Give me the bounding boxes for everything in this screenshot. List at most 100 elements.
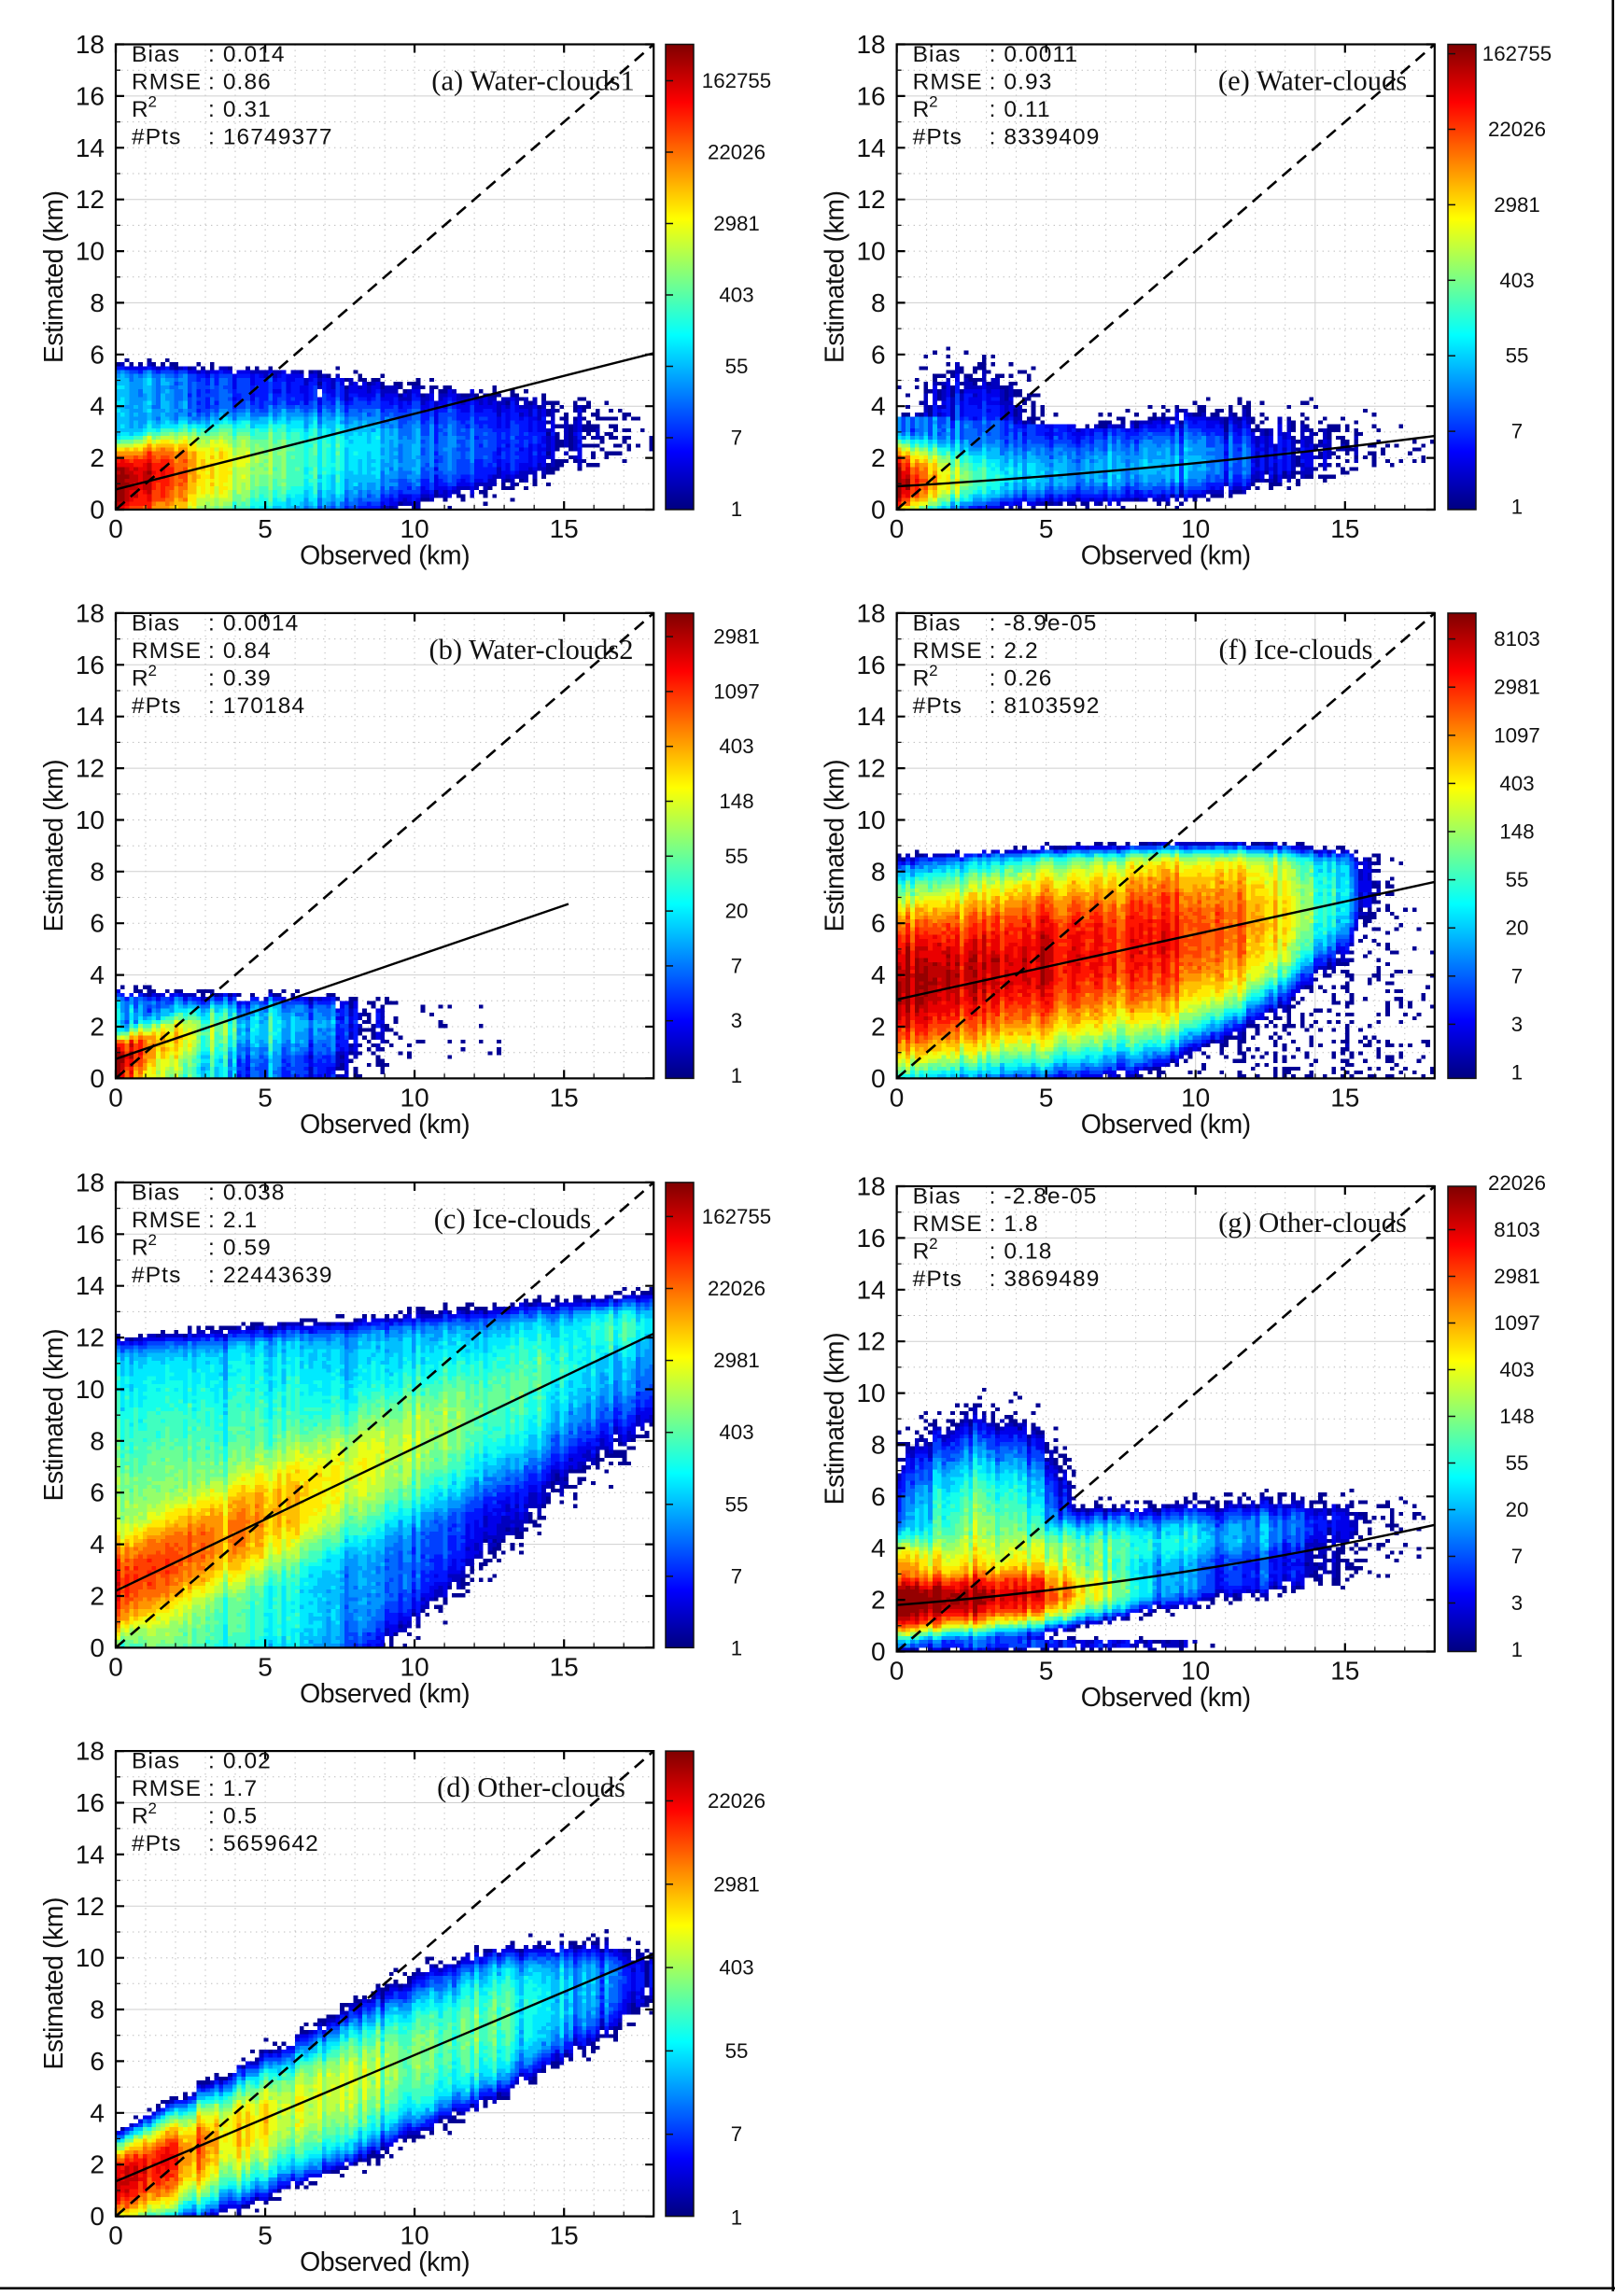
svg-text:RMSE: RMSE [132, 1208, 202, 1233]
svg-text:10: 10 [76, 237, 105, 266]
svg-text:8: 8 [871, 288, 886, 317]
svg-text:7: 7 [731, 2122, 742, 2146]
svg-text:: 0.84: : 0.84 [208, 638, 272, 664]
svg-text:5: 5 [258, 1083, 273, 1112]
svg-text:R: R [913, 97, 931, 122]
svg-text:: 0.86: : 0.86 [208, 70, 272, 95]
svg-text:6: 6 [90, 340, 105, 369]
svg-text:6: 6 [871, 909, 886, 938]
svg-text:1: 1 [731, 1637, 742, 1660]
svg-text:RMSE: RMSE [132, 638, 202, 664]
svg-text:Estimated (km): Estimated (km) [821, 190, 850, 363]
svg-text:5: 5 [1039, 1083, 1054, 1112]
svg-text:: 0.39: : 0.39 [208, 665, 272, 691]
svg-text:2: 2 [148, 1231, 157, 1249]
svg-text:1: 1 [1511, 1061, 1523, 1085]
svg-text:7: 7 [731, 427, 742, 450]
svg-text:55: 55 [1506, 1451, 1529, 1475]
svg-text:Observed (km): Observed (km) [300, 1110, 470, 1140]
svg-text:0: 0 [871, 1064, 886, 1093]
svg-text:162755: 162755 [702, 69, 771, 92]
svg-text:4: 4 [871, 960, 886, 989]
svg-text:R: R [913, 665, 931, 691]
svg-text:22026: 22026 [1488, 1171, 1546, 1195]
svg-text:#Pts: #Pts [132, 1831, 181, 1856]
svg-text:4: 4 [90, 1530, 105, 1559]
svg-text:15: 15 [1330, 514, 1359, 543]
svg-text:2981: 2981 [713, 1349, 760, 1372]
svg-text:403: 403 [719, 735, 753, 758]
svg-text:12: 12 [856, 754, 885, 783]
svg-text:4: 4 [90, 2098, 105, 2127]
svg-text:4: 4 [871, 392, 886, 421]
svg-text:12: 12 [856, 185, 885, 214]
svg-text:0: 0 [871, 496, 886, 525]
svg-text:0: 0 [890, 1657, 905, 1686]
svg-text:403: 403 [1499, 269, 1534, 292]
svg-text:22026: 22026 [708, 141, 765, 164]
svg-text:: 0.5: : 0.5 [208, 1804, 258, 1829]
svg-text:#Pts: #Pts [913, 125, 962, 150]
svg-text:20: 20 [725, 900, 749, 923]
svg-text:: 3869489: : 3869489 [990, 1267, 1101, 1292]
svg-text:1: 1 [731, 2206, 742, 2230]
svg-text:1: 1 [731, 1064, 742, 1087]
svg-text:148: 148 [719, 790, 753, 813]
svg-text:10: 10 [400, 514, 429, 543]
svg-text:1097: 1097 [1494, 1311, 1540, 1335]
svg-text:0: 0 [90, 2202, 105, 2231]
svg-text:Estimated (km): Estimated (km) [821, 760, 850, 932]
svg-text:: 0.26: : 0.26 [990, 665, 1053, 691]
svg-text:: 2.2: : 2.2 [990, 638, 1039, 664]
svg-text:: -2.8e-05: : -2.8e-05 [990, 1184, 1098, 1210]
svg-text:12: 12 [76, 1892, 105, 1921]
svg-text:Estimated (km): Estimated (km) [39, 190, 69, 363]
svg-text:: 22443639: : 22443639 [208, 1263, 333, 1288]
svg-text:#Pts: #Pts [913, 693, 962, 719]
svg-text:: 0.31: : 0.31 [208, 97, 272, 122]
svg-text:Observed (km): Observed (km) [1081, 1683, 1251, 1713]
svg-text:Observed (km): Observed (km) [300, 2247, 470, 2277]
svg-text:3: 3 [731, 1009, 742, 1032]
svg-text:Bias: Bias [132, 42, 180, 67]
svg-text:16: 16 [856, 651, 885, 679]
svg-text:Bias: Bias [913, 1184, 962, 1210]
svg-text:55: 55 [725, 1492, 749, 1516]
svg-text:16: 16 [76, 1788, 105, 1817]
svg-text:15: 15 [550, 514, 579, 543]
svg-text:18: 18 [856, 1172, 885, 1201]
svg-text:Estimated (km): Estimated (km) [39, 1329, 69, 1502]
svg-text:: 8339409: : 8339409 [990, 125, 1101, 150]
svg-text:: 1.8: : 1.8 [990, 1211, 1039, 1237]
svg-text:(b) Water-clouds2: (b) Water-clouds2 [428, 634, 633, 665]
svg-text:403: 403 [1499, 1358, 1534, 1381]
svg-text:4: 4 [90, 960, 105, 989]
svg-text:0: 0 [108, 514, 123, 543]
svg-text:55: 55 [725, 845, 749, 868]
svg-text:(c) Ice-clouds: (c) Ice-clouds [434, 1203, 592, 1235]
svg-text:2: 2 [871, 443, 886, 472]
svg-text:0: 0 [871, 1637, 886, 1666]
svg-text:8: 8 [90, 857, 105, 886]
svg-text:10: 10 [76, 1943, 105, 1972]
svg-text:148: 148 [1499, 1405, 1534, 1428]
svg-text:10: 10 [76, 1375, 105, 1404]
svg-text:0: 0 [890, 1083, 905, 1112]
svg-text:2981: 2981 [713, 212, 760, 235]
svg-text:16: 16 [76, 1220, 105, 1249]
svg-text:Observed (km): Observed (km) [300, 1679, 470, 1709]
svg-text:2: 2 [148, 662, 157, 679]
svg-text:(a) Water-clouds1: (a) Water-clouds1 [431, 65, 634, 97]
svg-text:8: 8 [871, 1430, 886, 1459]
svg-text:8: 8 [871, 857, 886, 886]
svg-text:Estimated (km): Estimated (km) [821, 1333, 850, 1505]
svg-text:22026: 22026 [708, 1789, 765, 1813]
svg-text:1097: 1097 [1494, 723, 1540, 747]
svg-text:16: 16 [856, 1224, 885, 1253]
svg-text:12: 12 [76, 1323, 105, 1352]
svg-text:Bias: Bias [913, 42, 962, 67]
svg-text:20: 20 [1506, 917, 1529, 940]
svg-text:15: 15 [550, 2221, 579, 2250]
svg-text:14: 14 [856, 702, 885, 731]
svg-text:148: 148 [1499, 820, 1534, 844]
